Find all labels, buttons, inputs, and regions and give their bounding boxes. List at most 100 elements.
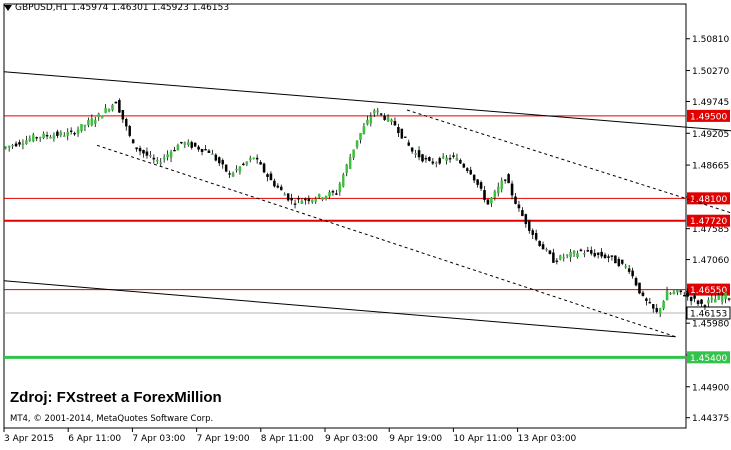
candle-body [266, 174, 269, 177]
candle-body [514, 196, 517, 204]
candle-body [104, 107, 107, 113]
candle-body [548, 250, 552, 254]
candle-body [118, 100, 121, 113]
candle-body [686, 292, 689, 297]
candle-body [669, 293, 672, 295]
candle-body [76, 129, 80, 134]
candle-body [342, 174, 345, 187]
candle-body [173, 149, 176, 152]
y-tick-label: 1.47585 [692, 225, 729, 235]
candle-body [35, 137, 38, 139]
candle-body [138, 148, 142, 152]
candle-body [193, 142, 197, 147]
candle-body [276, 185, 280, 188]
price-level-tag [687, 351, 730, 364]
candle-body [283, 194, 286, 196]
candle-body [235, 168, 238, 171]
candle-body [452, 155, 455, 157]
candle-body [18, 142, 21, 145]
candle-body [131, 139, 135, 144]
candle-body [507, 174, 510, 184]
x-tick-label: 9 Apr 19:00 [389, 434, 442, 444]
candle-body [672, 292, 676, 294]
candle-body [724, 292, 727, 300]
candle-body [476, 179, 479, 185]
candle-body [386, 116, 390, 122]
price-level-label: 1.45400 [690, 354, 727, 364]
candle-body [541, 244, 545, 250]
candle-body [83, 124, 87, 127]
candle-body [562, 257, 565, 259]
candle-body [607, 256, 610, 258]
candle-body [38, 136, 42, 139]
candle-body [307, 198, 311, 202]
candle-body [621, 259, 624, 264]
candle-body [111, 104, 114, 111]
trendline [3, 280, 676, 338]
candle-body [655, 308, 658, 313]
candle-body [311, 199, 314, 203]
candle-body [693, 295, 696, 299]
candle-body [56, 131, 59, 136]
candle-body [486, 199, 490, 205]
candle-body [379, 113, 383, 115]
candle-body [714, 299, 717, 303]
candle-body [252, 157, 255, 160]
dropdown-triangle-icon[interactable] [4, 5, 12, 11]
candle-body [579, 249, 583, 252]
candle-body [648, 302, 652, 304]
candle-body [169, 151, 173, 158]
candle-body [559, 255, 562, 260]
x-tick-label: 3 Apr 2015 [4, 434, 54, 444]
candle-body [242, 163, 245, 166]
candle-body [428, 157, 431, 161]
price-level-tag [687, 214, 730, 227]
source-annotation: Zdroj: FXstreet a ForexMillion [10, 389, 222, 406]
candle-body [176, 145, 180, 151]
candle-body [135, 147, 138, 150]
candle-body [4, 146, 7, 149]
candle-body [352, 149, 355, 158]
candle-body [538, 240, 541, 247]
candle-body [273, 180, 276, 187]
candle-body [407, 142, 410, 146]
price-level-label: 1.48100 [690, 195, 727, 205]
candle-body [45, 135, 49, 137]
candle-body [49, 136, 52, 139]
candle-body [720, 296, 724, 302]
x-tick-label: 13 Apr 03:00 [518, 434, 577, 444]
candle-body [600, 251, 603, 257]
candle-body [421, 154, 424, 162]
candle-body [503, 179, 507, 181]
candle-body [25, 140, 28, 145]
candle-body [435, 162, 438, 164]
candle-body [362, 126, 366, 135]
candle-body [348, 157, 352, 169]
candle-body [700, 299, 703, 304]
candle-body [21, 143, 25, 146]
candle-body [641, 292, 645, 296]
current-price-label: 1.46153 [690, 309, 727, 319]
candle-body [490, 197, 493, 204]
candle-body [603, 254, 607, 259]
symbol-timeframe: GBPUSD,H1 [15, 3, 69, 13]
candle-body [180, 141, 183, 144]
candle-body [145, 151, 149, 156]
candle-body [321, 197, 324, 200]
candle-body [583, 253, 586, 255]
y-tick-label: 1.48665 [692, 162, 729, 172]
candle-body [159, 162, 162, 164]
x-tick-label: 6 Apr 11:00 [68, 434, 121, 444]
candle-body [328, 192, 331, 197]
candle-body [689, 296, 693, 302]
candle-body [417, 150, 421, 158]
candle-body [207, 150, 211, 154]
candle-body [524, 214, 528, 225]
price-level-label: 1.46550 [690, 286, 727, 296]
candle-body [80, 124, 83, 131]
y-tick-label: 1.44900 [692, 383, 729, 393]
candle-body [214, 154, 218, 161]
candle-body [662, 300, 665, 309]
